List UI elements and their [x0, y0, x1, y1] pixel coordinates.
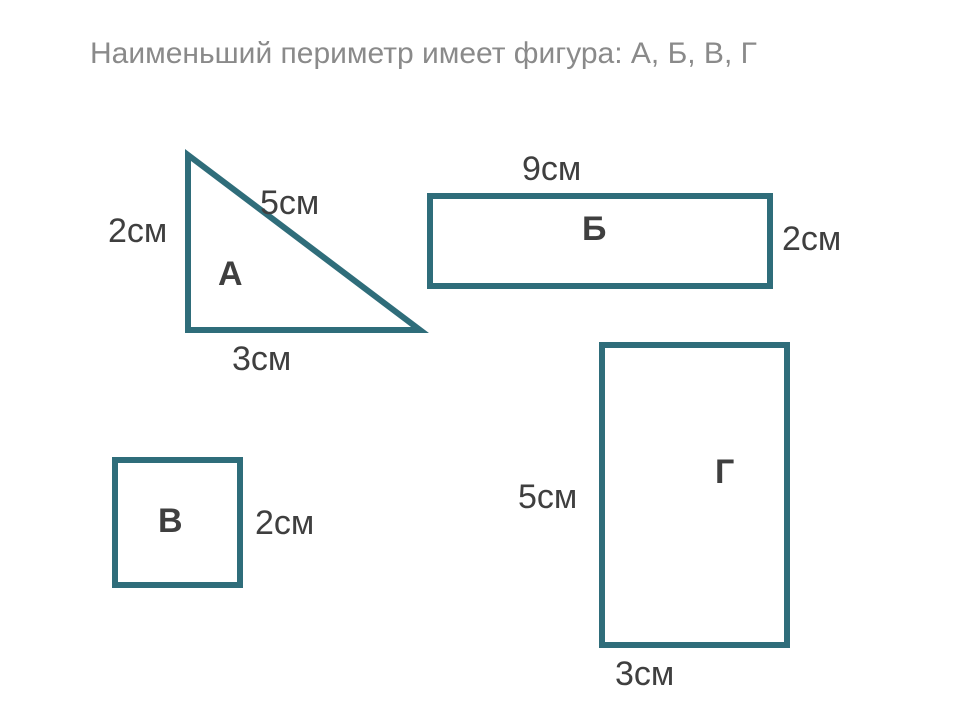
- diagram-canvas: Наименьший периметр имеет фигура: А, Б, …: [0, 0, 960, 720]
- dim-g-5cm: 5см: [518, 478, 577, 517]
- dim-g-3cm: 3см: [615, 655, 674, 694]
- label-g: Г: [715, 453, 734, 492]
- dim-a-3cm: 3см: [232, 340, 291, 379]
- shapes-layer: [0, 0, 960, 720]
- label-a: А: [218, 255, 243, 294]
- dim-v-2cm: 2см: [255, 504, 314, 543]
- dim-b-2cm: 2см: [782, 220, 841, 259]
- shape-triangle-a: [188, 155, 420, 330]
- dim-a-2cm: 2см: [108, 212, 167, 251]
- shape-rect-g: [602, 345, 787, 645]
- dim-b-9cm: 9см: [522, 150, 581, 189]
- dim-a-5cm: 5см: [260, 184, 319, 223]
- label-v: В: [158, 502, 183, 541]
- label-b: Б: [582, 210, 606, 249]
